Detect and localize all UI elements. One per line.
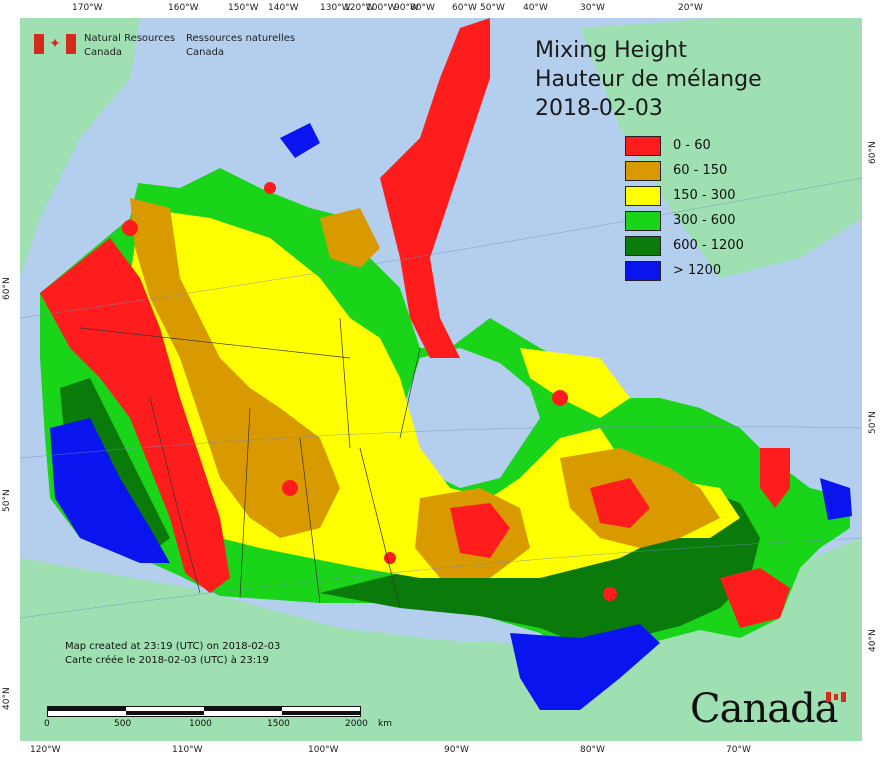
creation-note-en: Map created at 23:19 (UTC) on 2018-02-03 (65, 641, 281, 652)
legend-label: 0 - 60 (673, 138, 711, 153)
hudson-bay (400, 348, 540, 488)
lon-label-top: 130°W (320, 3, 351, 13)
lon-label-top: 50°W (480, 3, 505, 13)
wordmark-flag-icon (826, 692, 846, 702)
lon-label-top: 140°W (268, 3, 299, 13)
legend-swatch (625, 161, 661, 181)
scale-segment (126, 711, 204, 715)
lon-label-bottom: 90°W (444, 745, 469, 755)
legend-label: 60 - 150 (673, 163, 728, 178)
flag-icon: ✦ (34, 34, 76, 54)
zone-0-60-arctic (380, 18, 490, 358)
legend-label: 150 - 300 (673, 188, 736, 203)
lat-label-left: 40°N (2, 687, 12, 710)
title-en: Mixing Height (535, 38, 687, 63)
agency-name-fr: Ressources naturelles Canada (186, 33, 296, 58)
zone-0-60-rockies (40, 238, 230, 593)
hotspot (384, 552, 396, 564)
legend-swatch (625, 236, 661, 256)
zone-0-60-ne (760, 448, 790, 508)
scale-tick: 2000 (345, 719, 368, 729)
legend-swatch (625, 261, 661, 281)
lon-label-top: 80°W (410, 3, 435, 13)
lon-label-top: 120°W (344, 3, 375, 13)
title-date: 2018-02-03 (535, 96, 663, 121)
lon-label-bottom: 80°W (580, 745, 605, 755)
lon-label-top: 60°W (452, 3, 477, 13)
legend-swatch (625, 211, 661, 231)
zone-over-1200-west (50, 418, 170, 563)
lat-label-right: 60°N (868, 141, 878, 164)
scale-segment (48, 707, 126, 711)
lat-label-left: 50°N (2, 489, 12, 512)
zone-60-150-north (320, 208, 380, 268)
usa-land (20, 538, 862, 741)
creation-note: Map created at 23:19 (UTC) on 2018-02-03… (65, 640, 280, 668)
lat-label-right: 40°N (868, 629, 878, 652)
lon-label-top: 20°W (678, 3, 703, 13)
zone-0-60-quebec (590, 478, 650, 528)
canada-wordmark: Canada (690, 686, 839, 732)
lon-label-bottom: 100°W (308, 745, 339, 755)
hotspot (603, 587, 617, 601)
lon-label-bottom: 120°W (30, 745, 61, 755)
alaska-land (20, 18, 140, 278)
scale-unit: km (378, 719, 392, 729)
creation-note-fr: Carte créée le 2018-02-03 (UTC) à 23:19 (65, 655, 269, 666)
zone-over-1200-north (280, 123, 320, 158)
legend-label: 300 - 600 (673, 213, 736, 228)
hotspot (122, 220, 138, 236)
lat-label-left: 60°N (2, 277, 12, 300)
lon-label-top: 100°W (366, 3, 397, 13)
legend-swatch (625, 136, 661, 156)
hotspot (282, 480, 298, 496)
scale-tick: 500 (114, 719, 132, 729)
agency-name-en: Natural Resources Canada (84, 33, 176, 58)
zone-0-60-east (720, 568, 790, 628)
legend-label: 600 - 1200 (673, 238, 744, 253)
zone-150-300-north (520, 348, 630, 418)
legend-swatch (625, 186, 661, 206)
mixing-height-map (20, 18, 862, 741)
legend-label: > 1200 (673, 263, 722, 278)
zone-0-60-center (450, 503, 510, 558)
scale-tick: 1000 (189, 719, 212, 729)
title-fr: Hauteur de mélange (535, 67, 762, 92)
lon-label-top: 160°W (168, 3, 199, 13)
graticule (20, 177, 862, 619)
greenland-land (580, 18, 862, 278)
map-title: Mixing Height Hauteur de mélange 2018-02… (535, 36, 762, 123)
map-area[interactable] (20, 18, 862, 741)
lon-label-top: 150°W (228, 3, 259, 13)
scale-segment (204, 707, 282, 711)
scale-segment (282, 711, 360, 715)
lon-label-bottom: 70°W (726, 745, 751, 755)
scale-tick: 0 (44, 719, 50, 729)
lon-label-top: 40°W (523, 3, 548, 13)
hotspot (264, 182, 276, 194)
province-borders (79, 317, 421, 609)
lon-label-top: 170°W (72, 3, 103, 13)
lon-label-bottom: 110°W (172, 745, 203, 755)
zone-60-150-west (130, 198, 340, 538)
scale-bar (47, 706, 361, 717)
lon-label-top: 30°W (580, 3, 605, 13)
zone-over-1200-east (820, 478, 852, 520)
hotspot (552, 390, 568, 406)
scale-tick: 1500 (267, 719, 290, 729)
lon-label-top: 90°W (394, 3, 419, 13)
zone-over-1200-south (510, 624, 660, 710)
lat-label-right: 50°N (868, 411, 878, 434)
